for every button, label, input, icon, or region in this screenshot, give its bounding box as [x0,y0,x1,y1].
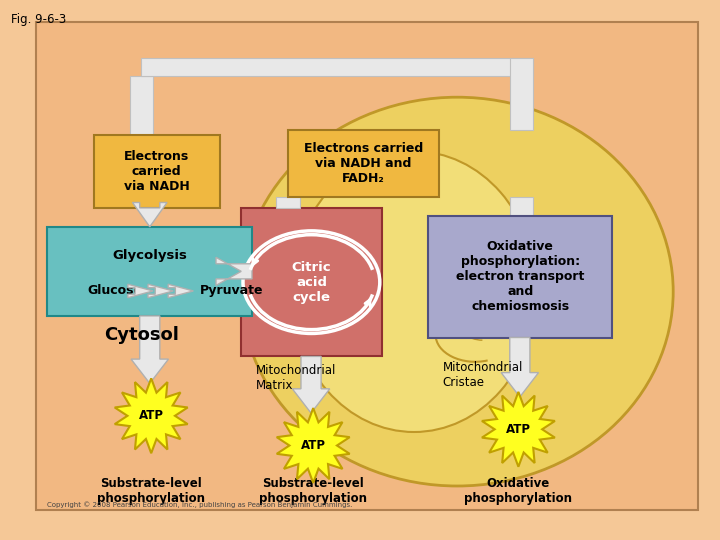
FancyBboxPatch shape [288,130,439,197]
FancyBboxPatch shape [276,197,300,208]
Text: Electrons
carried
via NADH: Electrons carried via NADH [124,150,189,193]
Text: Substrate-level
phosphorylation: Substrate-level phosphorylation [259,477,367,505]
FancyBboxPatch shape [428,216,612,338]
Text: Fig. 9-6-3: Fig. 9-6-3 [11,14,66,26]
Polygon shape [501,338,539,397]
Text: Electrons carried
via NADH and
FADH₂: Electrons carried via NADH and FADH₂ [304,142,423,185]
FancyBboxPatch shape [94,135,220,208]
Text: Mitochondrial
Matrix: Mitochondrial Matrix [256,364,336,392]
Text: Glycolysis: Glycolysis [112,249,186,262]
Polygon shape [292,356,330,413]
Text: Oxidative
phosphorylation: Oxidative phosphorylation [464,477,572,505]
Text: Substrate-level
phosphorylation: Substrate-level phosphorylation [97,477,205,505]
Text: Oxidative
phosphorylation:
electron transport
and
chemiosmosis: Oxidative phosphorylation: electron tran… [456,240,585,313]
FancyBboxPatch shape [36,22,698,510]
FancyBboxPatch shape [510,197,533,216]
FancyBboxPatch shape [130,76,153,135]
FancyBboxPatch shape [241,208,382,356]
Polygon shape [216,258,252,285]
Text: ATP: ATP [301,439,325,452]
Polygon shape [168,284,194,298]
Text: ATP: ATP [506,423,531,436]
FancyBboxPatch shape [510,58,533,130]
Text: Cytosol: Cytosol [104,326,179,344]
Polygon shape [276,408,350,483]
Polygon shape [132,202,167,227]
Polygon shape [128,284,153,298]
FancyBboxPatch shape [141,58,533,76]
Polygon shape [482,392,555,467]
Polygon shape [148,284,174,298]
Text: ATP: ATP [139,409,163,422]
FancyBboxPatch shape [47,227,252,316]
Ellipse shape [241,97,673,486]
Text: Mitochondrial
Cristae: Mitochondrial Cristae [443,361,523,389]
Ellipse shape [292,151,536,432]
Text: Glucose: Glucose [87,285,142,298]
Polygon shape [114,379,188,453]
Polygon shape [131,316,168,383]
Text: Pyruvate: Pyruvate [200,285,264,298]
Text: Citric
acid
cycle: Citric acid cycle [292,261,331,303]
Circle shape [243,231,380,333]
Text: Copyright © 2008 Pearson Education, Inc., publishing as Pearson Benjamin Cumming: Copyright © 2008 Pearson Education, Inc.… [47,502,352,508]
